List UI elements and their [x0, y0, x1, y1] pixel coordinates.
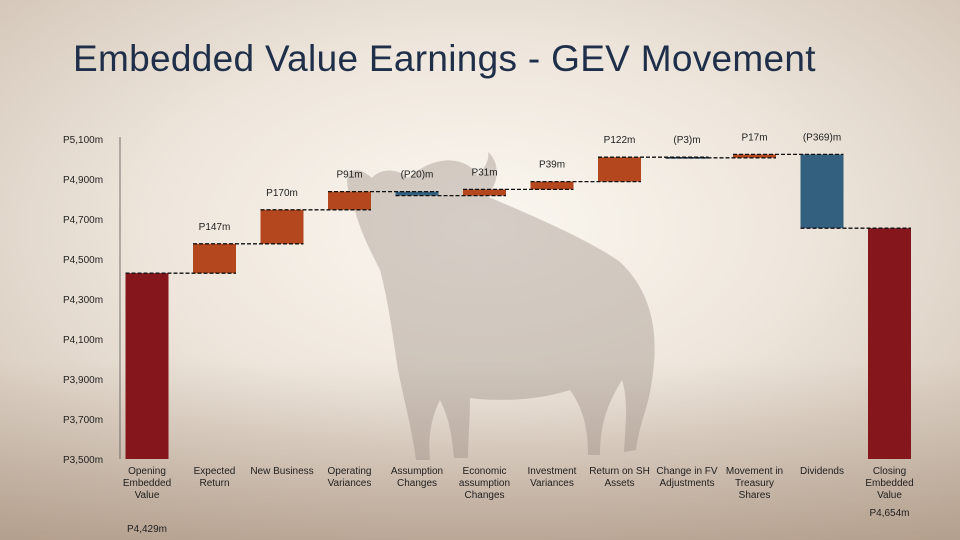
bar [395, 191, 439, 196]
connectors [125, 153, 911, 274]
x-tick-label: Assumption [391, 466, 443, 477]
data-label: P39m [539, 160, 565, 171]
x-tick-label: Variances [328, 478, 372, 489]
data-label: (P369)m [803, 132, 841, 143]
x-tick-label: Embedded [123, 478, 171, 489]
bar [800, 154, 844, 229]
x-tick-label: Operating [328, 466, 372, 477]
data-label: P17m [741, 132, 767, 143]
bar [733, 154, 776, 158]
x-tick-label: Change in FV [656, 466, 717, 477]
slide-title: Embedded Value Earnings - GEV Movement [73, 38, 816, 79]
x-tick-label: Shares [739, 490, 771, 501]
y-tick-label: P3,900m [63, 375, 103, 386]
x-tick-label: assumption [459, 478, 510, 489]
x-tick-label: Changes [464, 490, 504, 501]
x-tick-label: Dividends [800, 466, 844, 477]
bar [328, 191, 371, 210]
data-label: P4,429m [127, 524, 167, 535]
x-tick-label: Value [877, 490, 902, 501]
data-label: P122m [604, 135, 636, 146]
y-tick-label: P4,300m [63, 295, 103, 306]
y-tick-label: P3,500m [63, 455, 103, 466]
x-tick-label: Changes [397, 478, 437, 489]
bar [598, 157, 641, 182]
bar [868, 228, 911, 459]
bull-silhouette-icon [347, 152, 655, 460]
x-tick-label: Assets [604, 478, 634, 489]
data-labels: P4,429m P147m P170m P91m (P20)m P31m P39m P122m… [127, 132, 910, 535]
bars [125, 154, 911, 459]
bar [463, 189, 506, 196]
y-tick-label: P5,100m [63, 135, 103, 146]
data-label: (P3)m [673, 135, 700, 146]
bar [125, 273, 169, 459]
x-tick-label: Return on SH [589, 466, 650, 477]
x-tick-label: New Business [250, 466, 313, 477]
y-tick-label: P4,100m [63, 335, 103, 346]
x-tick-label: Treasury [735, 478, 774, 489]
data-label: P31m [471, 167, 497, 178]
data-label: P4,654m [869, 508, 909, 519]
bar [260, 209, 304, 244]
bar [530, 181, 574, 190]
data-label: P91m [336, 170, 362, 181]
bar [193, 243, 236, 274]
x-tick-label: Embedded [865, 478, 913, 489]
y-tick-label: P4,700m [63, 215, 103, 226]
y-tick-label: P4,900m [63, 175, 103, 186]
x-tick-label: Adjustments [659, 478, 714, 489]
data-label: P170m [266, 188, 298, 199]
x-tick-label: Closing [873, 466, 906, 477]
x-tick-label: Return [199, 478, 229, 489]
x-tick-label: Opening [128, 466, 166, 477]
x-tick-label: Economic [463, 466, 507, 477]
x-tick-label: Investment [528, 466, 577, 477]
y-tick-label: P4,500m [63, 255, 103, 266]
x-tick-label: Movement in [726, 466, 783, 477]
data-label: P147m [199, 222, 231, 233]
x-tick-label: Variances [530, 478, 574, 489]
y-tick-label: P3,700m [63, 415, 103, 426]
x-tick-label: Value [135, 490, 160, 501]
y-axis: P3,500m P3,700m P3,900m P4,100m P4,300m P4,50… [63, 135, 121, 466]
x-tick-label: Expected [194, 466, 236, 477]
data-label: (P20)m [401, 170, 434, 181]
